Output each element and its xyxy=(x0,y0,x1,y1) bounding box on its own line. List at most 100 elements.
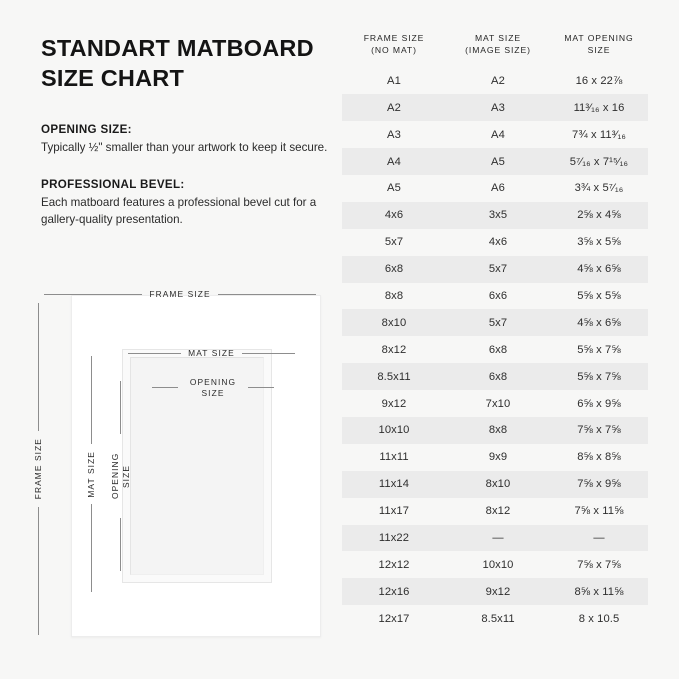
cell-frame-size: 12x16 xyxy=(378,585,410,598)
info-body-professional-bevel: Each matboard features a professional be… xyxy=(41,196,317,227)
info-title-professional-bevel: PROFESSIONAL BEVEL: xyxy=(41,178,185,192)
info-title-opening-size: OPENING SIZE: xyxy=(41,123,132,137)
table-row: 8x8 6x6 5⅝ x 5⅝ xyxy=(342,283,648,310)
cell-mat-size: A3 xyxy=(491,101,505,114)
table-row: 12x17 8.5x11 8 x 10.5 xyxy=(342,605,648,632)
cell-mat-opening-size: 3¾ x 5⁷⁄₁₆ xyxy=(574,182,624,195)
dimension-label-mat-size-left: MAT SIZE xyxy=(86,450,96,498)
table-body: A1 A2 16 x 22⅞ A2 A3 11³⁄₁₆ x 16 A3 A4 7¾ x 11³⁄… xyxy=(342,67,648,632)
cell-mat-size: 8x8 xyxy=(488,424,508,437)
table-row: 4x6 3x5 2⅝ x 4⅝ xyxy=(342,201,648,229)
rule-line-bottom xyxy=(37,506,39,636)
rule-line-left xyxy=(128,352,182,354)
rule-line-right xyxy=(241,352,295,354)
cell-mat-opening-size: 4⅝ x 6⅝ xyxy=(577,263,621,276)
table-row: 10x10 8x8 7⅝ x 7⅝ xyxy=(342,416,648,444)
cell-mat-size: 8x10 xyxy=(485,478,511,491)
cell-frame-size: 11x14 xyxy=(378,478,410,491)
table-row: A2 A3 11³⁄₁₆ x 16 xyxy=(342,94,648,122)
table-row: A1 A2 16 x 22⅞ xyxy=(342,67,648,94)
rule-line-right xyxy=(248,387,274,389)
cell-frame-size: 12x12 xyxy=(378,558,410,571)
table-header-row: FRAME SIZE (NO MAT) MAT SIZE (IMAGE SIZE… xyxy=(342,32,648,67)
cell-frame-size: 4x6 xyxy=(384,209,404,222)
column-header-frame-size-line2: (NO MAT) xyxy=(371,45,417,56)
info-block-professional-bevel: PROFESSIONAL BEVEL: Each matboard featur… xyxy=(41,178,337,229)
cell-frame-size: 11x11 xyxy=(379,451,409,464)
page-title: STANDART MATBOARD SIZE CHART xyxy=(41,35,314,91)
cell-frame-size: 8x10 xyxy=(381,316,407,329)
cell-mat-size: — xyxy=(492,531,504,544)
column-header-mat-size-line2: (IMAGE SIZE) xyxy=(465,45,531,56)
column-header-mat-size-line1: MAT SIZE xyxy=(474,33,522,43)
table-row: A5 A6 3¾ x 5⁷⁄₁₆ xyxy=(342,175,648,202)
table-row: 11x17 8x12 7⅝ x 11⅝ xyxy=(342,498,648,525)
cell-frame-size: A5 xyxy=(387,182,401,195)
table-row: 11x14 8x10 7⅝ x 9⅝ xyxy=(342,470,648,498)
dimension-label-opening-size-top: OPENING SIZE xyxy=(189,377,237,398)
cell-mat-size: A5 xyxy=(491,155,505,168)
right-column: FRAME SIZE (NO MAT) MAT SIZE (IMAGE SIZE… xyxy=(340,0,679,679)
dimension-frame-size-top: FRAME SIZE xyxy=(44,289,317,300)
cell-mat-opening-size: 8 x 10.5 xyxy=(578,612,620,625)
table-row: 9x12 7x10 6⅝ x 9⅝ xyxy=(342,390,648,417)
cell-frame-size: 12x17 xyxy=(378,612,410,625)
cell-mat-opening-size: 5⅝ x 5⅝ xyxy=(577,289,621,302)
cell-mat-opening-size: 11³⁄₁₆ x 16 xyxy=(573,101,625,114)
dimension-opening-size-left: OPENING SIZE xyxy=(110,381,132,571)
cell-mat-size: 5x7 xyxy=(488,316,508,329)
table-row: 11x11 9x9 8⅝ x 8⅝ xyxy=(342,444,648,471)
column-header-mat-opening-size-line2: SIZE xyxy=(587,45,611,56)
rule-line-left xyxy=(152,387,178,389)
column-header-mat-opening-size: MAT OPENING SIZE xyxy=(550,32,648,56)
column-header-frame-size: FRAME SIZE (NO MAT) xyxy=(342,32,446,56)
frame-mat-shape xyxy=(122,349,272,583)
cell-mat-opening-size: 4⅝ x 6⅝ xyxy=(577,316,621,329)
cell-mat-opening-size: 5⅝ x 7⅝ xyxy=(577,343,621,356)
cell-mat-size: A2 xyxy=(491,74,505,87)
table-row: 8.5x11 6x8 5⅝ x 7⅝ xyxy=(342,363,648,391)
cell-mat-size: 6x6 xyxy=(488,289,508,302)
table-row: 8x10 5x7 4⅝ x 6⅝ xyxy=(342,309,648,337)
cell-mat-size: 9x12 xyxy=(485,585,511,598)
table-row: 6x8 5x7 4⅝ x 6⅝ xyxy=(342,255,648,283)
rule-line-top xyxy=(120,381,122,434)
table-row: 12x16 9x12 8⅝ x 11⅝ xyxy=(342,578,648,606)
cell-mat-opening-size: 5⁷⁄₁₆ x 7¹⁵⁄₁₆ xyxy=(569,155,629,168)
cell-mat-opening-size: 6⅝ x 9⅝ xyxy=(577,397,621,410)
cell-frame-size: 11x22 xyxy=(378,531,410,544)
cell-mat-opening-size: 2⅝ x 4⅝ xyxy=(577,209,621,222)
frame-outer-shape xyxy=(71,295,321,637)
cell-mat-size: 10x10 xyxy=(482,558,514,571)
cell-mat-size: 8x12 xyxy=(485,505,511,518)
dimension-frame-size-left: FRAME SIZE xyxy=(33,303,44,636)
cell-frame-size: 9x12 xyxy=(381,397,407,410)
rule-line-bottom xyxy=(90,504,92,592)
cell-frame-size: A2 xyxy=(387,101,401,114)
table-row: A4 A5 5⁷⁄₁₆ x 7¹⁵⁄₁₆ xyxy=(342,148,648,175)
rule-line-left xyxy=(44,293,143,295)
cell-mat-size: 8.5x11 xyxy=(481,612,515,625)
cell-mat-opening-size: 3⅝ x 5⅝ xyxy=(577,236,621,249)
dimension-label-frame-size-left: FRAME SIZE xyxy=(33,438,43,500)
left-column: STANDART MATBOARD SIZE CHART OPENING SIZ… xyxy=(24,35,337,655)
cell-mat-opening-size: 7⅝ x 11⅝ xyxy=(574,505,624,518)
table-row: 5x7 4x6 3⅝ x 5⅝ xyxy=(342,229,648,256)
cell-frame-size: A4 xyxy=(387,155,401,168)
cell-frame-size: 6x8 xyxy=(384,263,404,276)
rule-line-right xyxy=(217,293,317,295)
table-row: 11x22 — — xyxy=(342,524,648,552)
info-block-opening-size: OPENING SIZE: Typically ½" smaller than … xyxy=(41,123,337,157)
size-chart-table: FRAME SIZE (NO MAT) MAT SIZE (IMAGE SIZE… xyxy=(342,32,648,632)
column-header-mat-size: MAT SIZE (IMAGE SIZE) xyxy=(446,32,550,56)
cell-mat-size: A6 xyxy=(491,182,505,195)
rule-line-top xyxy=(90,356,92,444)
rule-line-top xyxy=(37,303,39,432)
cell-mat-size: 3x5 xyxy=(488,209,508,222)
cell-mat-opening-size: 8⅝ x 8⅝ xyxy=(577,451,621,464)
table-row: 12x12 10x10 7⅝ x 7⅝ xyxy=(342,551,648,578)
column-header-frame-size-line1: FRAME SIZE xyxy=(363,33,425,43)
cell-frame-size: 11x17 xyxy=(378,505,410,518)
cell-mat-opening-size: 5⅝ x 7⅝ xyxy=(577,370,621,383)
frame-diagram: FRAME SIZE MAT SIZE OPENING SIZE FRAME S… xyxy=(24,281,324,655)
